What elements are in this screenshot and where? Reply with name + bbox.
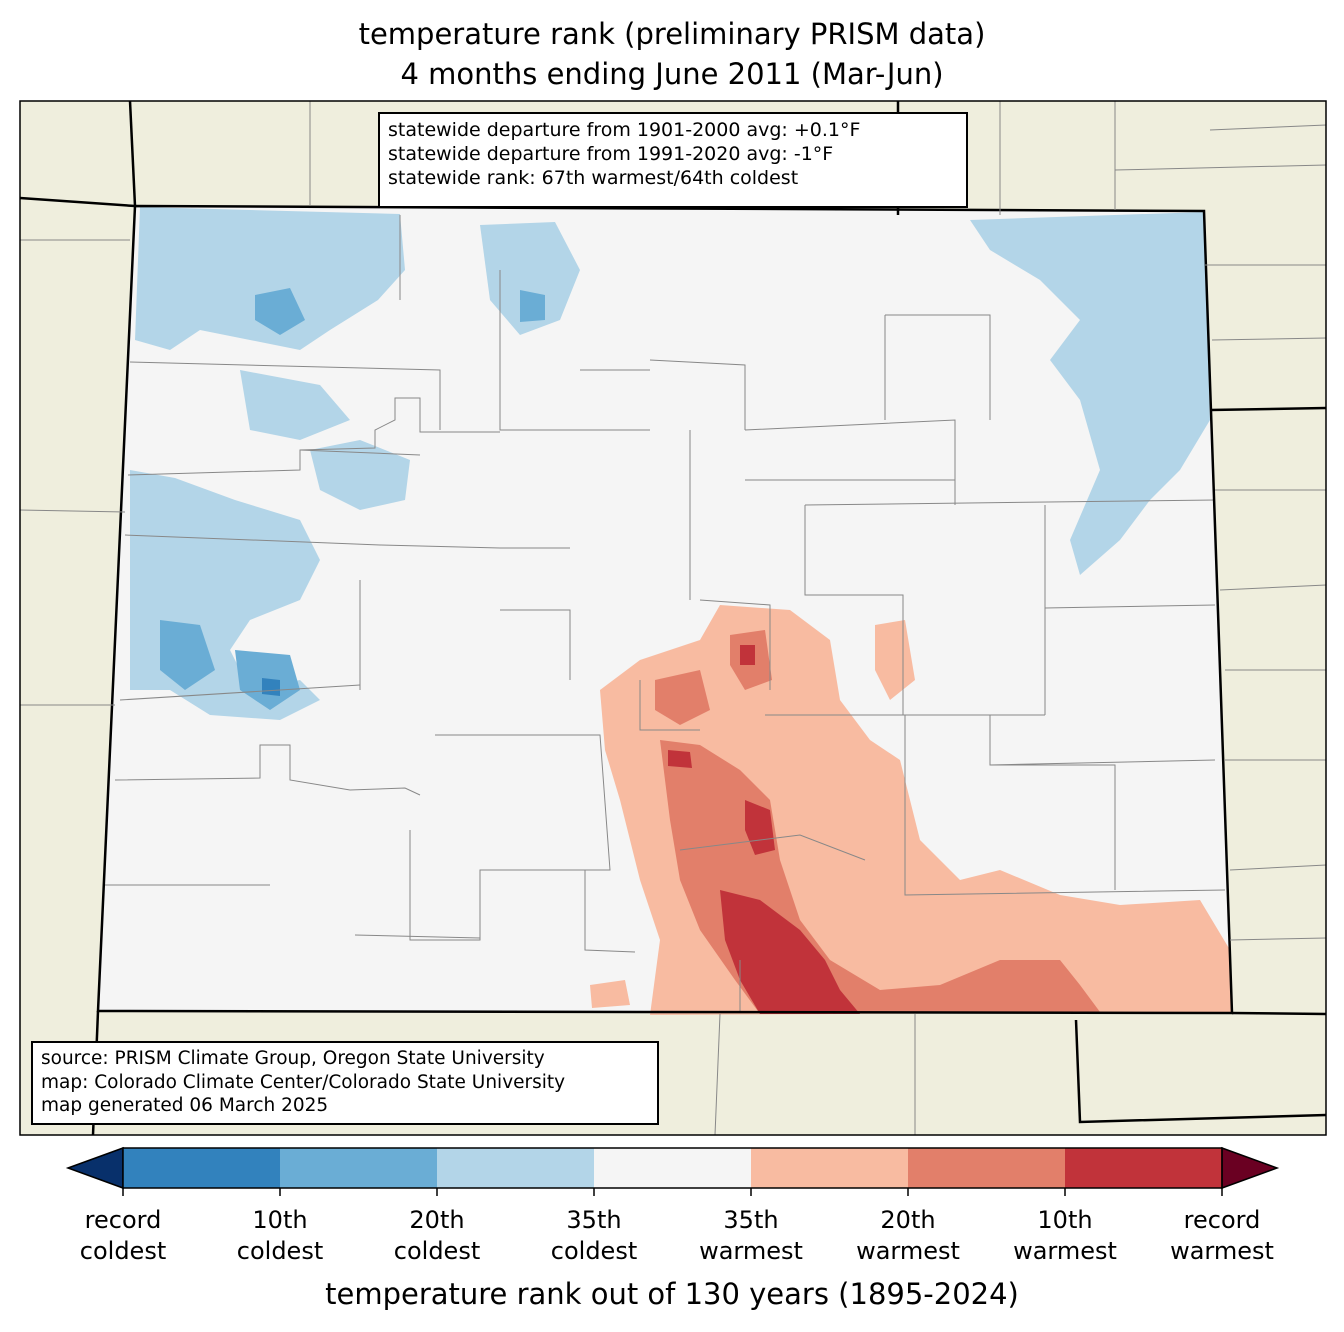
colorbar-tick-label: 20th coldest	[393, 1206, 481, 1265]
neighbor-county-lines	[19, 101, 1327, 1136]
colorbar-tick-label: 35th warmest	[699, 1206, 803, 1265]
colorbar-bin-6	[908, 1148, 1065, 1188]
cold-region-central-west	[310, 440, 410, 510]
cold-region-darker-4	[520, 290, 545, 322]
colorbar-tick-label: 10th coldest	[236, 1206, 324, 1265]
cold-region-north-central	[480, 222, 580, 335]
cold-region-darker-2	[160, 620, 215, 690]
colorbar-bin-4	[594, 1148, 751, 1188]
colorbar-bin-2	[280, 1148, 437, 1188]
colorbar-extend-low	[65, 1146, 124, 1190]
stats-line-3: statewide rank: 67th warmest/64th coldes…	[388, 167, 799, 189]
colorbar-extend-high	[1221, 1146, 1280, 1190]
cold-region-northeast	[970, 212, 1210, 575]
cold-region-west-mid	[240, 370, 350, 440]
cold-region-northwest	[135, 207, 405, 350]
colorbar-bin-7	[1065, 1148, 1222, 1188]
colorbar-bin-5	[751, 1148, 908, 1188]
stats-line-1: statewide departure from 1901-2000 avg: …	[388, 119, 861, 141]
source-box: source: PRISM Climate Group, Oregon Stat…	[31, 1041, 659, 1125]
cold-region-darkest	[262, 678, 280, 696]
warm-region-mid-north	[655, 670, 710, 725]
cold-anomaly-regions	[130, 207, 1210, 720]
warm-region-south-patch	[590, 980, 630, 1008]
source-line-3: map generated 06 March 2025	[41, 1095, 329, 1116]
warm-anomaly-regions	[590, 605, 1232, 1015]
warm-region-strong	[720, 890, 860, 1014]
colorbar-tick-label: record warmest	[1170, 1206, 1274, 1265]
county-boundaries	[105, 215, 1226, 1012]
colorbar-tick-label: 35th coldest	[550, 1206, 638, 1265]
colorbar-tick-label: record coldest	[79, 1206, 167, 1265]
colorbar-bin-1	[123, 1148, 280, 1188]
colorbar	[65, 1146, 1280, 1196]
colorbar-bin-3	[437, 1148, 594, 1188]
map-title: temperature rank (preliminary PRISM data…	[358, 17, 986, 51]
source-line-2: map: Colorado Climate Center/Colorado St…	[41, 1071, 566, 1093]
map-subtitle: 4 months ending June 2011 (Mar-Jun)	[400, 57, 944, 91]
statewide-stats-box: statewide departure from 1901-2000 avg: …	[378, 112, 968, 208]
colorbar-tick-label: 10th warmest	[1013, 1206, 1117, 1265]
colorbar-tick-label: 20th warmest	[856, 1206, 960, 1265]
colorbar-title: temperature rank out of 130 years (1895-…	[325, 1277, 1019, 1311]
map-frame	[19, 100, 1327, 1136]
warm-region-strong-4	[740, 645, 755, 665]
warm-region-strong-3	[668, 750, 692, 768]
colorado-state	[98, 206, 1232, 1013]
stats-line-2: statewide departure from 1991-2020 avg: …	[388, 143, 834, 165]
colorbar-outline	[122, 1147, 1223, 1189]
source-line-1: source: PRISM Climate Group, Oregon Stat…	[41, 1048, 545, 1069]
cold-region-darker-1	[255, 288, 305, 335]
warm-region-east-patch	[875, 620, 915, 700]
